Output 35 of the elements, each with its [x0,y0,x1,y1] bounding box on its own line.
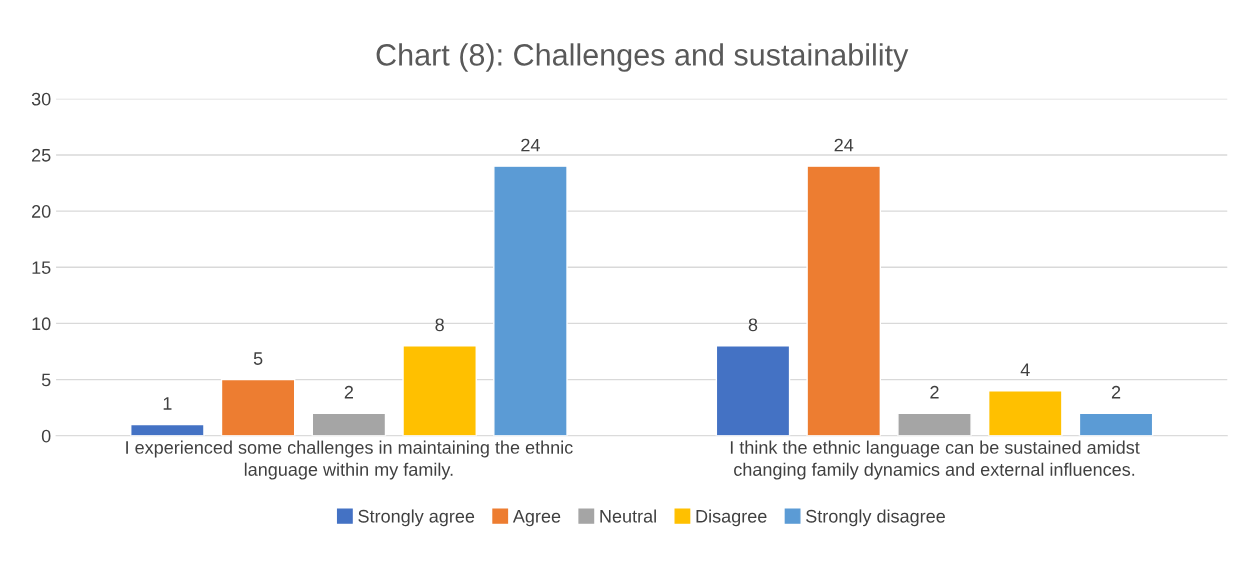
bar [220,378,296,436]
legend-label: Neutral [600,509,656,523]
bar [130,423,205,436]
legend-label: Agree [512,510,561,527]
x-tick-label: I think the ethnic language can be sustained amidst changing family dynamics and external influences. [730,440,1140,480]
data-label: 8 [435,318,444,332]
y-tick-label: 30 [31,92,51,106]
legend-label: Disagree [696,509,767,527]
y-tick-label: 25 [32,148,51,162]
data-label: 8 [748,318,758,332]
y-tick-label: 15 [32,261,51,274]
data-label: 24 [834,138,854,152]
y-tick-label: 0 [41,429,51,443]
bar [311,412,387,436]
data-label: 2 [930,385,939,399]
data-label: 4 [1020,363,1030,376]
bar [897,412,972,436]
y-tick-label: 5 [41,373,51,387]
bar [493,165,568,436]
x-tick-label: I experienced some challenges in maintaining the ethnic language within my family. [126,440,573,480]
legend-label: Strongly disagree [806,509,945,527]
bar [806,165,882,436]
data-label: 24 [521,138,540,152]
y-tick-label: 20 [32,205,51,218]
bar [715,345,791,436]
data-label: 1 [163,397,172,410]
data-label: 2 [1111,385,1121,399]
y-tick-label: 10 [32,317,51,331]
data-label: 5 [253,352,263,365]
bar [987,390,1063,436]
chart-title: Chart (8): Challenges and sustainability [376,43,909,72]
legend-label: Strongly agree [358,509,475,527]
bar [402,345,477,436]
bar [1078,412,1154,436]
data-label: 2 [344,385,353,399]
